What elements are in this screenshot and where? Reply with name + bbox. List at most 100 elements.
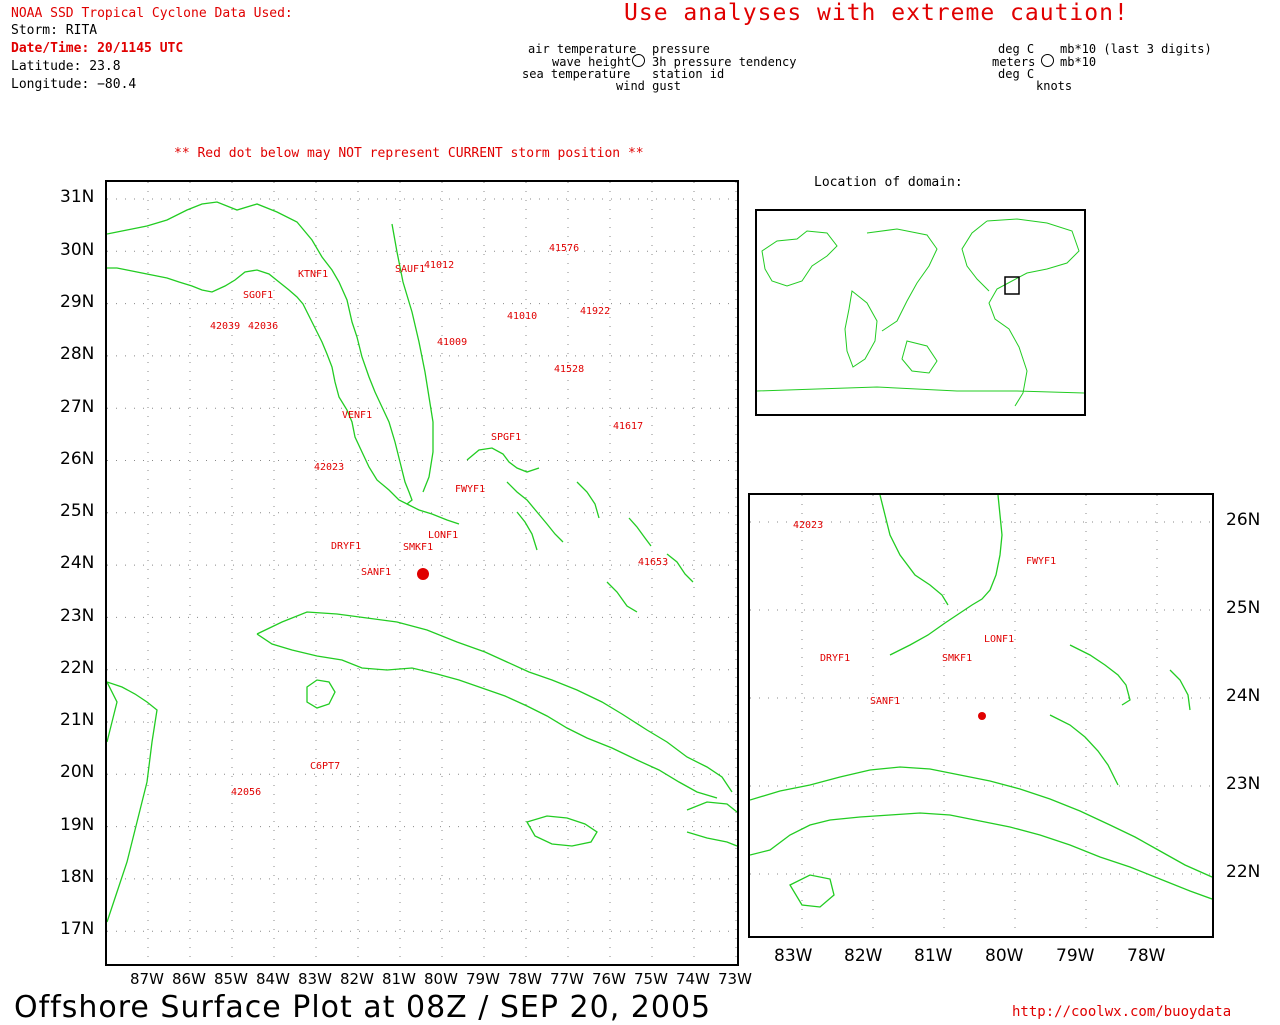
station-id-label[interactable]: 42056: [231, 787, 262, 798]
lat-tick: 18N: [60, 867, 95, 887]
source-url[interactable]: http://coolwx.com/buoydata: [1012, 1004, 1232, 1020]
station-id-label[interactable]: 41528: [554, 364, 585, 375]
lat-tick: 21N: [60, 710, 95, 730]
main-map-gridlines: [107, 182, 737, 964]
unit-pressure-tendency: mb*10: [1060, 55, 1097, 69]
main-map-coastlines: [106, 201, 738, 923]
red-dot-note: ** Red dot below may NOT represent CURRE…: [174, 146, 644, 161]
inset-station-id[interactable]: FWYF1: [1026, 556, 1057, 567]
station-id-label[interactable]: 41576: [549, 243, 580, 254]
lon-tick: 76W: [592, 970, 626, 988]
world-coastlines: [756, 218, 1085, 407]
station-id-label[interactable]: FWYF1: [455, 484, 486, 495]
station-id-label[interactable]: 41653: [638, 557, 669, 568]
station-id-label[interactable]: SANF1: [361, 567, 392, 578]
lat-tick: 25N: [60, 501, 95, 521]
unit-station-circle-icon: [1041, 54, 1054, 67]
legend-sea-temp: sea temperature: [522, 67, 631, 81]
inset-lon-tick: 81W: [914, 946, 953, 966]
storm-latitude: Latitude: 23.8: [11, 59, 121, 74]
lon-tick: 73W: [718, 970, 752, 988]
lon-tick: 75W: [634, 970, 668, 988]
unit-pressure: mb*10 (last 3 digits): [1060, 42, 1212, 56]
station-id-label[interactable]: 41012: [424, 260, 455, 271]
inset-lat-tick: 26N: [1226, 510, 1261, 530]
inset-lat-tick: 23N: [1226, 774, 1261, 794]
inset-station-id[interactable]: SMKF1: [942, 653, 973, 664]
lat-tick: 30N: [60, 240, 95, 260]
station-id-label[interactable]: DRYF1: [331, 541, 362, 552]
station-id-label[interactable]: VENF1: [342, 410, 373, 421]
lon-tick: 86W: [172, 970, 206, 988]
station-id-label[interactable]: SGOF1: [243, 290, 274, 301]
lon-tick: 81W: [382, 970, 416, 988]
inset-map-svg: [749, 494, 1213, 936]
station-id-label[interactable]: C6PT7: [310, 761, 341, 772]
world-locator-map[interactable]: [755, 209, 1086, 416]
storm-datetime: Date/Time: 20/1145 UTC: [11, 41, 184, 56]
unit-air-temp: deg C: [998, 42, 1035, 56]
lat-tick: 22N: [60, 658, 95, 678]
station-id-label[interactable]: 42023: [314, 462, 345, 473]
lat-tick: 17N: [60, 919, 95, 939]
inset-station-id[interactable]: LONF1: [984, 634, 1015, 645]
station-id-label[interactable]: 41922: [580, 306, 611, 317]
domain-box-icon: [1004, 276, 1020, 295]
station-id-label[interactable]: 41010: [507, 311, 538, 322]
inset-map[interactable]: [748, 493, 1214, 938]
lat-tick: 29N: [60, 292, 95, 312]
lat-tick: 28N: [60, 344, 95, 364]
main-map-svg: [106, 182, 738, 964]
storm-name: Storm: RITA: [11, 23, 98, 38]
caution-warning: Use analyses with extreme caution!: [624, 0, 1129, 26]
inset-lon-tick: 80W: [985, 946, 1024, 966]
station-id-label[interactable]: SAUF1: [395, 264, 426, 275]
lat-tick: 23N: [60, 606, 95, 626]
inset-storm-position-marker: [978, 712, 986, 720]
station-id-label[interactable]: 41009: [437, 337, 468, 348]
legend-wind-gust: wind gust: [616, 79, 682, 93]
station-id-label[interactable]: KTNF1: [298, 269, 329, 280]
world-map-svg: [756, 218, 1085, 407]
lon-tick: 83W: [298, 970, 332, 988]
station-id-label[interactable]: LONF1: [428, 530, 459, 541]
lon-tick: 87W: [130, 970, 164, 988]
lon-tick: 82W: [340, 970, 374, 988]
inset-station-id[interactable]: DRYF1: [820, 653, 851, 664]
station-id-label[interactable]: SPGF1: [491, 432, 522, 443]
legend-station-id: station id: [652, 67, 725, 81]
station-id-label[interactable]: 42039: [210, 321, 241, 332]
lat-tick: 31N: [60, 187, 95, 207]
unit-sea-temp: deg C: [998, 67, 1035, 81]
main-map[interactable]: [105, 180, 739, 966]
inset-lat-tick: 24N: [1226, 686, 1261, 706]
lon-tick: 74W: [676, 970, 710, 988]
inset-map-coastlines: [749, 494, 1213, 908]
inset-lon-tick: 79W: [1056, 946, 1095, 966]
lat-tick: 24N: [60, 553, 95, 573]
lon-tick: 78W: [508, 970, 542, 988]
legend-wave-height: wave height: [552, 55, 632, 69]
inset-lon-tick: 82W: [844, 946, 883, 966]
storm-longitude: Longitude: −80.4: [11, 77, 137, 92]
legend-station-circle-icon: [632, 54, 645, 67]
inset-station-id[interactable]: 42023: [793, 520, 824, 531]
location-label: Location of domain:: [814, 175, 963, 190]
lat-tick: 19N: [60, 815, 95, 835]
lat-tick: 27N: [60, 397, 95, 417]
legend-pressure: pressure: [652, 42, 710, 56]
station-id-label[interactable]: SMKF1: [403, 542, 434, 553]
inset-lon-tick: 83W: [774, 946, 813, 966]
lat-tick: 26N: [60, 449, 95, 469]
legend-pressure-tendency: 3h pressure tendency: [652, 55, 797, 69]
lat-tick: 20N: [60, 762, 95, 782]
station-id-label[interactable]: 41617: [613, 421, 644, 432]
inset-station-id[interactable]: SANF1: [870, 696, 901, 707]
lon-tick: 85W: [214, 970, 248, 988]
lon-tick: 80W: [424, 970, 458, 988]
inset-lat-tick: 22N: [1226, 862, 1261, 882]
station-id-label[interactable]: 42036: [248, 321, 279, 332]
inset-lat-tick: 25N: [1226, 598, 1261, 618]
plot-title: Offshore Surface Plot at 08Z / SEP 20, 2…: [14, 990, 712, 1025]
source-line: NOAA SSD Tropical Cyclone Data Used:: [11, 6, 293, 21]
